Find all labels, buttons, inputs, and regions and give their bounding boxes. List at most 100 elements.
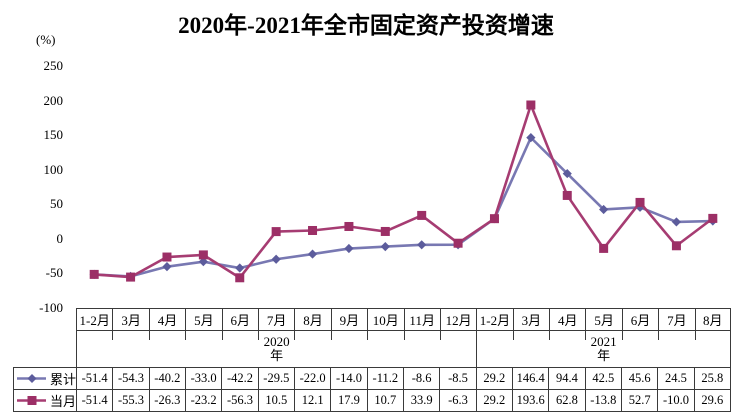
value-cell: -54.3 bbox=[113, 368, 150, 390]
year-row-tick bbox=[112, 331, 114, 340]
legend-cell: 累计 bbox=[14, 368, 77, 390]
year-row-tick bbox=[367, 331, 369, 340]
y-axis-unit-label: (%) bbox=[36, 32, 56, 47]
value-cell: 42.5 bbox=[585, 368, 622, 390]
value-cell: 52.7 bbox=[621, 390, 659, 412]
month-label: 5月 bbox=[585, 309, 621, 330]
value-cell: 24.5 bbox=[658, 368, 695, 390]
y-tick-label: 50 bbox=[50, 196, 63, 212]
diamond-marker bbox=[235, 263, 245, 273]
year-row-tick bbox=[512, 331, 514, 340]
month-label: 9月 bbox=[330, 309, 367, 330]
year-row-tick bbox=[257, 331, 259, 340]
y-tick-label: -50 bbox=[45, 265, 63, 281]
value-cell: 12.1 bbox=[294, 390, 332, 412]
square-marker bbox=[344, 221, 354, 231]
y-tick-label: 0 bbox=[56, 230, 64, 246]
value-cell: 29.2 bbox=[476, 390, 513, 412]
year-row-tick bbox=[185, 331, 187, 340]
square-marker bbox=[453, 238, 463, 248]
square-marker bbox=[198, 250, 208, 260]
diamond-marker bbox=[526, 133, 536, 143]
chart-title: 2020年-2021年全市固定资产投资增速 bbox=[178, 13, 554, 38]
year-group-label: 2021年 bbox=[590, 334, 617, 363]
x-axis-month-labels: 1-2月 3月 4月 5月 6月 7月 8月 9月 10月 11月 12月 1-2月 3月 4月 5月 6月 7… bbox=[76, 308, 731, 331]
series-name: 当月 bbox=[49, 394, 76, 409]
value-cell: -40.2 bbox=[149, 368, 186, 390]
month-label: 11月 bbox=[403, 309, 440, 330]
value-cell: -23.2 bbox=[185, 390, 223, 412]
table-row: 累计 -51.4 -54.3 -40.2 -33.0 -42.2 -29.5 -22.0 -14… bbox=[14, 368, 731, 390]
year-row-tick bbox=[658, 331, 660, 340]
value-cell: -13.8 bbox=[585, 390, 622, 412]
square-marker bbox=[526, 100, 536, 110]
square-marker bbox=[562, 190, 572, 200]
square-marker bbox=[380, 226, 390, 236]
value-cell: 10.5 bbox=[258, 390, 295, 412]
value-cell: 45.6 bbox=[621, 368, 659, 390]
square-marker bbox=[671, 241, 681, 251]
year-row-tick bbox=[549, 331, 551, 340]
value-cell: -6.3 bbox=[440, 390, 477, 412]
year-group-cell: 2020年 bbox=[76, 331, 476, 367]
value-cell: -22.0 bbox=[294, 368, 332, 390]
legend-key-square-icon bbox=[17, 396, 46, 405]
x-axis-year-groups: 2020年 2021年 bbox=[76, 331, 731, 367]
value-cell: -14.0 bbox=[331, 368, 368, 390]
diamond-marker bbox=[599, 204, 609, 215]
y-tick-label: 100 bbox=[43, 161, 64, 177]
month-label: 8月 bbox=[694, 309, 731, 330]
value-cell: -56.3 bbox=[222, 390, 259, 412]
square-marker bbox=[89, 269, 99, 279]
year-row-tick bbox=[403, 331, 405, 340]
square-marker bbox=[708, 213, 718, 223]
table-row: 当月 -51.4 -55.3 -26.3 -23.2 -56.3 10.5 12.1 17.9 1… bbox=[14, 390, 731, 412]
y-tick-label: -100 bbox=[39, 300, 63, 315]
year-row-tick bbox=[221, 331, 223, 340]
month-label: 7月 bbox=[658, 309, 694, 330]
diamond-marker bbox=[198, 257, 208, 267]
value-cell: -10.0 bbox=[658, 390, 695, 412]
month-label: 3月 bbox=[112, 309, 148, 330]
year-row-tick bbox=[330, 331, 332, 340]
square-marker bbox=[162, 252, 172, 262]
month-label: 6月 bbox=[621, 309, 658, 330]
value-cell: -51.4 bbox=[77, 390, 114, 412]
value-cell: 62.8 bbox=[549, 390, 586, 412]
month-label: 5月 bbox=[185, 309, 221, 330]
year-row-tick bbox=[694, 331, 696, 340]
value-cell: 94.4 bbox=[549, 368, 586, 390]
value-cell: -26.3 bbox=[149, 390, 186, 412]
year-row-tick bbox=[439, 331, 441, 340]
month-label: 8月 bbox=[294, 309, 330, 330]
value-cell: 146.4 bbox=[512, 368, 550, 390]
y-tick-label: 200 bbox=[43, 92, 64, 108]
value-cell: 10.7 bbox=[367, 390, 404, 412]
diamond-marker bbox=[380, 242, 390, 252]
value-cell: -55.3 bbox=[113, 390, 150, 412]
value-cell: 29.2 bbox=[476, 368, 513, 390]
square-marker bbox=[489, 214, 499, 224]
value-cell: 25.8 bbox=[694, 368, 731, 390]
year-row-tick bbox=[294, 331, 296, 340]
value-cell: -33.0 bbox=[185, 368, 223, 390]
data-table: 累计 -51.4 -54.3 -40.2 -33.0 -42.2 -29.5 -22.0 -14… bbox=[13, 367, 731, 412]
month-label: 3月 bbox=[512, 309, 549, 330]
value-cell: -29.5 bbox=[258, 368, 295, 390]
square-marker bbox=[635, 197, 645, 207]
month-label: 4月 bbox=[148, 309, 185, 330]
month-label: 1-2月 bbox=[476, 309, 512, 330]
month-label: 1-2月 bbox=[76, 309, 112, 330]
value-cell: -8.6 bbox=[403, 368, 441, 390]
month-label: 7月 bbox=[257, 309, 294, 330]
value-cell: -42.2 bbox=[222, 368, 259, 390]
diamond-marker bbox=[562, 168, 572, 179]
square-marker bbox=[235, 273, 245, 283]
diamond-marker bbox=[671, 217, 682, 227]
legend-cell: 当月 bbox=[14, 390, 77, 412]
month-label: 6月 bbox=[221, 309, 258, 330]
diamond-marker bbox=[417, 240, 427, 250]
month-label: 4月 bbox=[549, 309, 585, 330]
